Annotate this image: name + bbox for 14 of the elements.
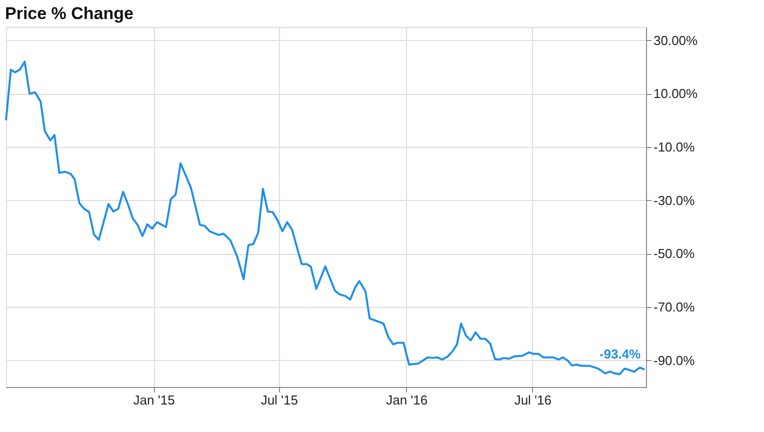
y-tick-label: 30.00% [654,32,698,48]
y-tick-label: -90.0% [654,352,696,368]
x-tick-label: Jan '16 [386,392,428,408]
chart-title: Price % Change [5,4,134,23]
x-tick-label: Jan '15 [133,392,175,408]
y-tick-label: -70.0% [654,300,696,314]
y-tick-label: -30.0% [654,192,696,208]
y-tick-label: -10.0% [654,140,696,154]
line-series [5,60,646,376]
annotation: -93.4% [599,346,642,362]
x-tick-label: Jul '16 [514,392,552,408]
y-tick-label: 10.00% [654,86,698,102]
y-tick-label: -50.0% [654,246,696,262]
x-tick-label: Jul '15 [260,392,298,408]
